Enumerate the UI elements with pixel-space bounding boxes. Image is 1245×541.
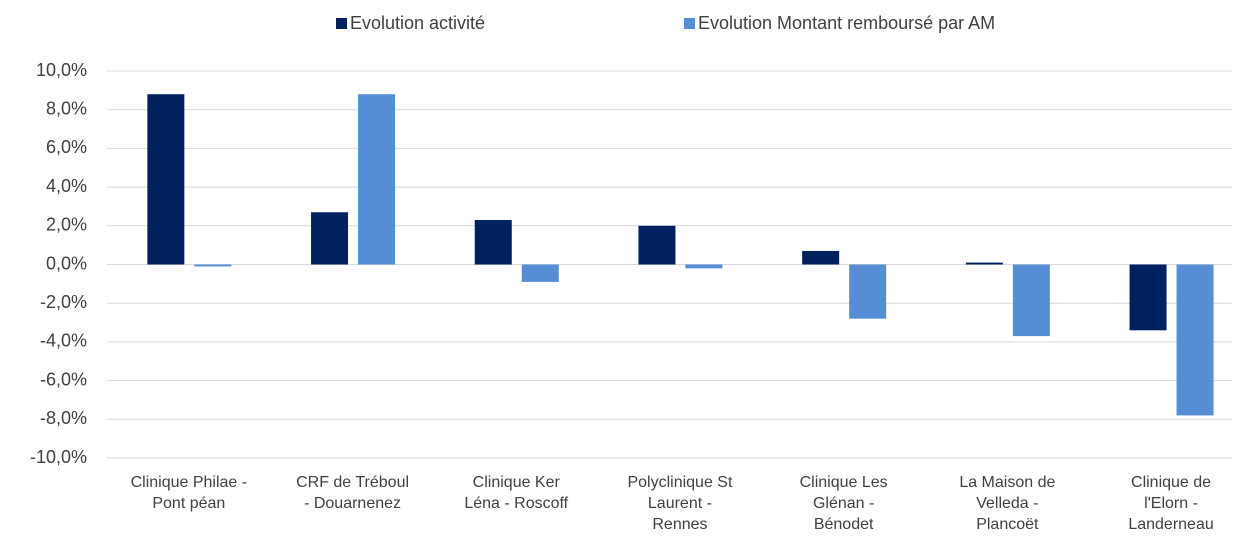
y-tick-label: 2,0% [46,215,87,235]
bar [1129,264,1167,331]
y-tick-label: -10,0% [30,447,87,467]
legend-swatch [684,18,695,29]
y-tick-label: 10,0% [36,60,87,80]
x-tick-label: Clinique Les Glénan - Bénodet [799,474,888,533]
bar [849,264,887,319]
bar [194,264,232,267]
legend-label: Evolution Montant remboursé par AM [698,13,995,33]
y-tick-label: -6,0% [40,369,87,389]
x-tick-label: La Maison de Velleda - Plancoët [959,474,1056,533]
x-tick-label: Polyclinique St Laurent - Rennes [627,474,733,533]
bar [474,219,512,265]
y-tick-label: -8,0% [40,408,87,428]
x-tick-label: CRF de Tréboul - Douarnenez [296,474,410,512]
x-tick-label: Clinique Ker Léna - Roscoff [464,474,569,512]
bar [1012,264,1050,337]
bar [311,212,349,265]
bar [638,225,676,265]
x-tick-label: Clinique de l'Elorn - Landerneau [1128,474,1214,533]
bar [802,250,840,265]
bar [358,94,396,265]
y-tick-label: 8,0% [46,98,87,118]
y-tick-label: -4,0% [40,331,87,351]
bar [965,262,1003,265]
y-tick-label: 4,0% [46,176,87,196]
bar [685,264,723,269]
y-tick-label: 6,0% [46,137,87,157]
bar [521,264,559,282]
x-tick-label: Clinique Philae - Pont péan [130,474,248,512]
y-tick-label: 0,0% [46,253,87,273]
legend-label: Evolution activité [350,13,485,33]
legend-swatch [336,18,347,29]
bar [147,94,185,265]
y-tick-label: -2,0% [40,292,87,312]
bar [1176,264,1214,416]
